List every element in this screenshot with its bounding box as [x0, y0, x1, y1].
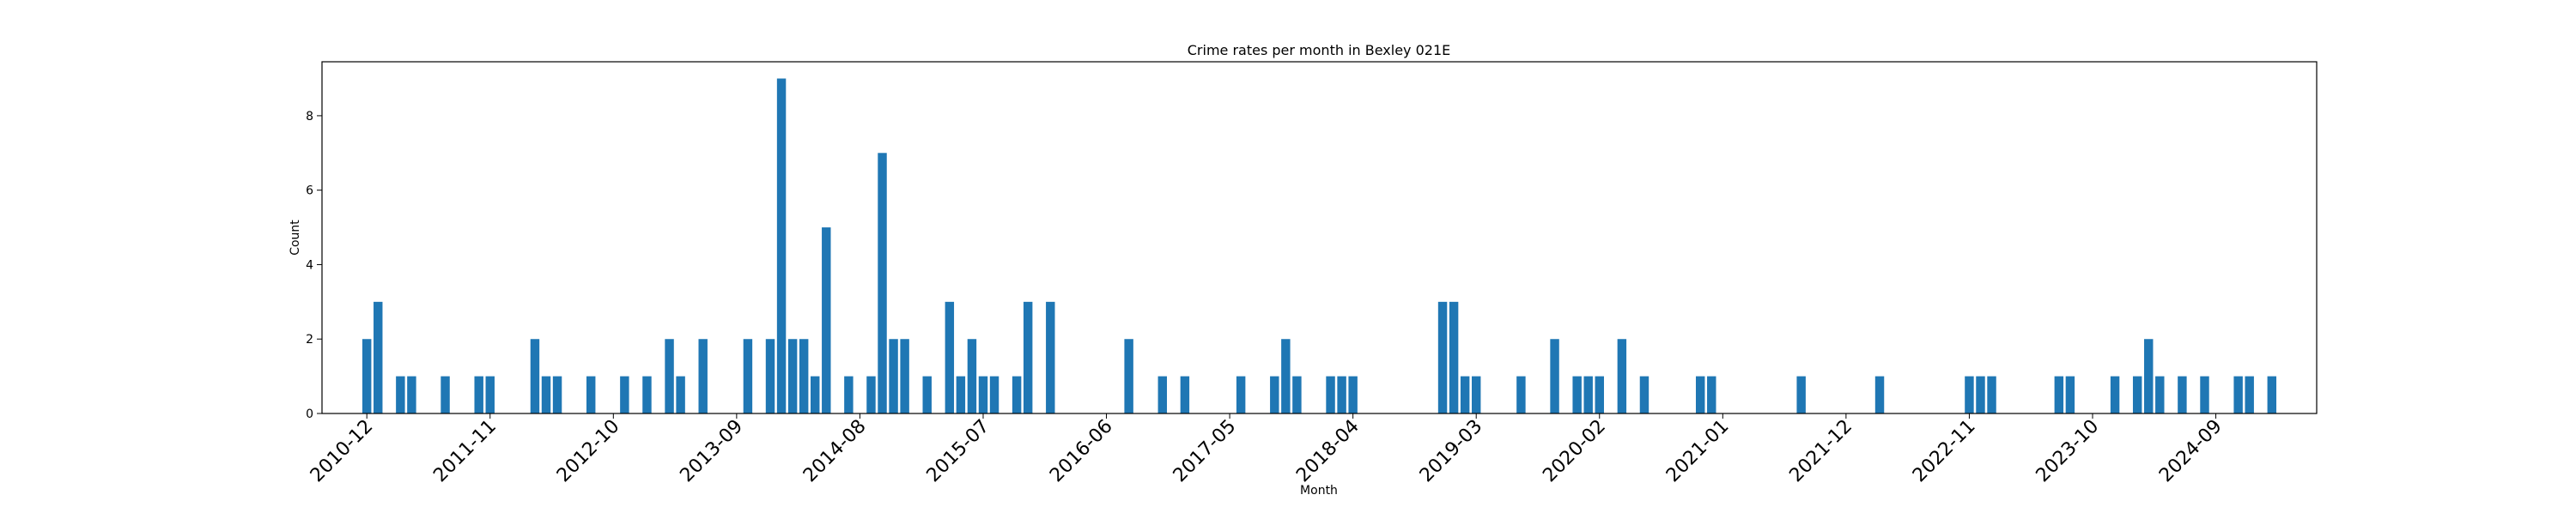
y-tick-label: 4 [306, 258, 313, 272]
bar-2023-01 [1987, 376, 1996, 413]
bar-2015-02 [922, 376, 932, 413]
bar-2012-04 [541, 376, 551, 413]
bar-2015-08 [989, 376, 999, 413]
bar-2017-06 [1236, 376, 1246, 413]
bar-2018-02 [1326, 376, 1335, 413]
bar-2022-11 [1965, 376, 1974, 413]
bar-2021-08 [1796, 376, 1806, 413]
bar-2013-12 [765, 339, 775, 413]
bar-2013-04 [676, 376, 685, 413]
y-axis: 0 2 4 6 8 [306, 110, 322, 421]
bar-2019-07 [1516, 376, 1526, 413]
bar-2019-01 [1449, 301, 1459, 413]
bar-2014-05 [822, 227, 831, 413]
bar-2012-11 [620, 376, 629, 413]
y-tick-label: 0 [306, 407, 313, 421]
bar-2011-04 [407, 376, 416, 413]
bar-2015-07 [978, 376, 988, 413]
bar-2019-03 [1471, 376, 1481, 413]
bar-2015-06 [967, 339, 977, 413]
bar-2017-01 [1180, 376, 1190, 413]
bar-2011-11 [485, 376, 495, 413]
bar-2015-04 [945, 301, 955, 413]
bar-2024-06 [2178, 376, 2187, 413]
bar-2020-12 [1707, 376, 1716, 413]
bar-2014-10 [878, 153, 887, 413]
bar-2015-10 [1012, 376, 1022, 413]
bar-2011-01 [374, 301, 383, 413]
bar-2013-03 [665, 339, 674, 413]
bar-2024-03 [2144, 339, 2154, 413]
bar-2011-10 [474, 376, 483, 413]
bar-2020-11 [1695, 376, 1705, 413]
bar-2020-02 [1595, 376, 1604, 413]
y-tick-label: 6 [306, 184, 313, 198]
x-axis-label: Month [1300, 484, 1338, 498]
bar-2018-03 [1337, 376, 1346, 413]
bar-2012-08 [586, 376, 596, 413]
bar-2024-04 [2155, 376, 2165, 413]
bar-2018-04 [1348, 376, 1358, 413]
bar-2024-11 [2233, 376, 2243, 413]
bar-2023-08 [2065, 376, 2075, 413]
bar-2017-09 [1270, 376, 1279, 413]
bar-2023-12 [2110, 376, 2120, 413]
bar-2011-03 [396, 376, 405, 413]
bar-2016-08 [1124, 339, 1133, 413]
bar-2018-12 [1437, 301, 1448, 413]
bar-2011-07 [440, 376, 450, 413]
bar-2025-02 [2267, 376, 2277, 413]
bar-2014-01 [776, 78, 787, 414]
y-axis-label: Count [289, 220, 302, 256]
bar-2023-07 [2054, 376, 2064, 413]
bar-2019-12 [1572, 376, 1582, 413]
bar-2024-12 [2245, 376, 2254, 413]
bar-2019-02 [1460, 376, 1470, 413]
bar-2020-06 [1639, 376, 1649, 413]
bar-2022-12 [1976, 376, 1985, 413]
bar-2017-11 [1292, 376, 1302, 413]
bar-2020-01 [1583, 376, 1593, 413]
bar-2013-06 [698, 339, 708, 413]
bar-2015-05 [956, 376, 966, 413]
bar-2014-04 [811, 376, 820, 413]
bar-2012-03 [530, 339, 540, 413]
bar-2022-03 [1874, 376, 1885, 413]
bar-2024-08 [2200, 376, 2209, 413]
bar-2016-01 [1046, 301, 1055, 413]
bar-2014-12 [900, 339, 909, 413]
bar-2014-03 [799, 339, 809, 413]
y-tick-label: 2 [306, 333, 313, 347]
bar-2014-07 [844, 376, 854, 413]
bar-2012-05 [552, 376, 562, 413]
bar-2015-11 [1023, 301, 1033, 413]
bar-2010-12 [361, 339, 372, 413]
bars-group [361, 78, 2277, 414]
bar-2014-09 [866, 376, 876, 413]
bar-2013-10 [743, 339, 753, 413]
chart-title: Crime rates per month in Bexley 021E [1188, 42, 1450, 58]
bar-2024-02 [2132, 376, 2142, 413]
bar-2013-01 [642, 376, 652, 413]
y-tick-label: 8 [306, 110, 313, 124]
bar-2019-10 [1550, 339, 1559, 413]
bar-2014-11 [889, 339, 898, 413]
plot-frame [321, 61, 2318, 414]
bar-2016-11 [1157, 376, 1168, 413]
bar-2014-02 [787, 339, 798, 413]
bar-2020-04 [1617, 339, 1627, 413]
bar-2017-10 [1281, 339, 1291, 413]
